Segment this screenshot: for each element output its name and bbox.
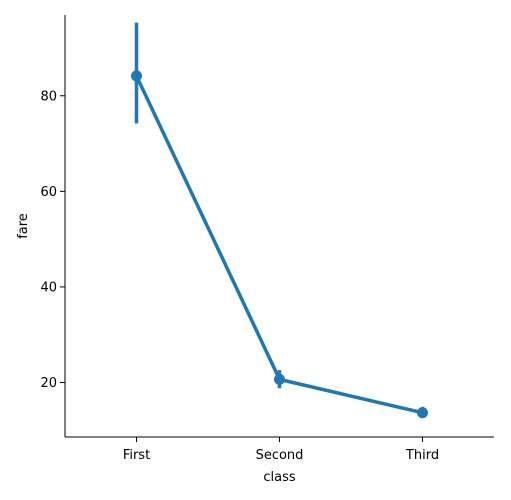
x-tick-label: Second [256,448,304,463]
y-tick-label: 60 [40,185,57,200]
x-tick-label: Third [405,448,439,463]
y-axis-label: fare [16,213,31,239]
x-tick-label: First [123,448,150,463]
data-point [417,407,428,419]
y-axis-ticks: 20 40 60 80 [40,89,65,391]
data-point [131,70,142,82]
series-line [134,75,423,415]
y-tick-label: 40 [40,280,57,295]
data-point [274,373,285,385]
y-tick-label: 20 [40,376,57,391]
plot-marks [131,22,428,419]
x-axis-ticks: First Second Third [123,437,439,463]
y-tick-label: 80 [40,89,57,104]
x-axis-label: class [263,470,295,485]
